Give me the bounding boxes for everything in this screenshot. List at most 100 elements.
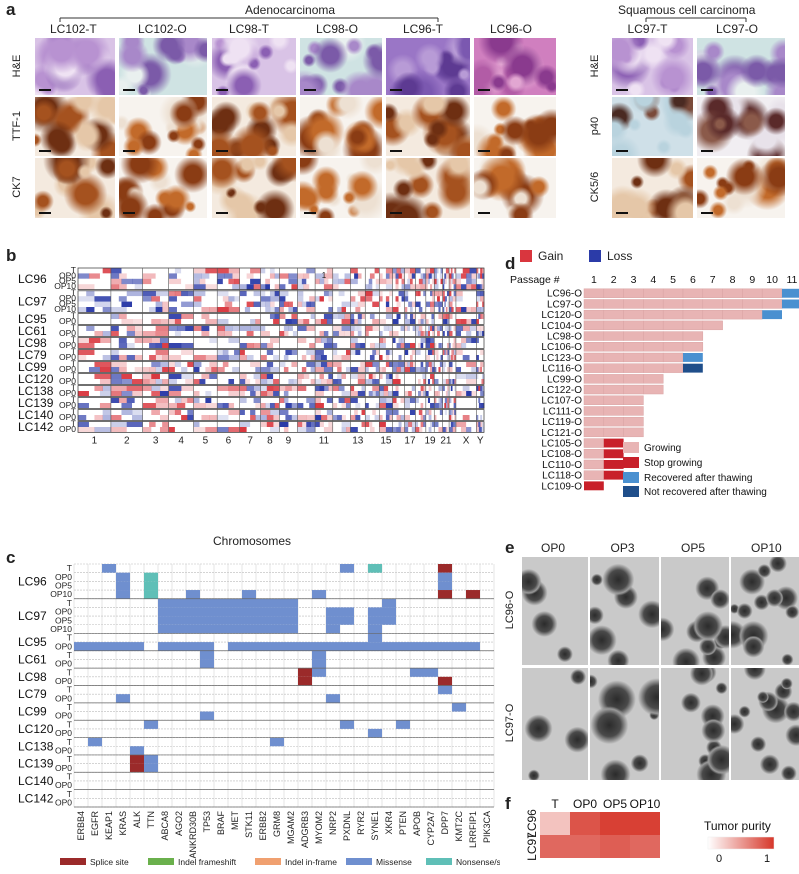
cnv-segment — [306, 421, 311, 427]
cnv-segment — [94, 415, 103, 421]
cnv-segment — [326, 355, 334, 361]
cnv-segment — [454, 385, 457, 391]
cnv-segment — [385, 273, 390, 279]
passage-bar-cell — [583, 416, 605, 427]
cnv-sample-frame — [77, 397, 485, 409]
scale-bar — [616, 212, 628, 214]
cnv-segment — [176, 273, 186, 279]
cnv-segment — [466, 391, 472, 397]
cnv-segment — [476, 373, 479, 379]
cnv-segment — [126, 427, 143, 433]
cnv-segment — [445, 273, 448, 279]
cnv-segment — [288, 421, 298, 427]
cnv-segment — [288, 273, 298, 279]
cnv-segment — [425, 367, 429, 373]
cnv-segment — [398, 290, 405, 297]
cnv-segment — [132, 373, 143, 379]
mut-sample-label: LC99 — [18, 705, 47, 719]
cnv-segment — [425, 403, 431, 409]
cnv-segment — [442, 373, 447, 379]
cnv-segment — [466, 337, 472, 343]
cnv-segment — [328, 307, 334, 313]
cnv-segment — [372, 391, 377, 397]
cnv-segment — [461, 367, 467, 373]
cnv-segment — [434, 319, 437, 325]
cnv-segment — [121, 278, 133, 285]
cnv-segment — [250, 361, 261, 367]
stain-label-squam-1: p40 — [589, 116, 601, 135]
cnv-segment — [110, 361, 128, 367]
mutation-cell — [116, 572, 130, 582]
cnv-segment — [408, 391, 413, 397]
cnv-segment — [303, 373, 310, 379]
cnv-segment — [372, 284, 377, 290]
cnv-segment — [181, 409, 188, 415]
organoid-image-lc96-o-op10 — [731, 557, 799, 665]
cnv-segment — [350, 331, 355, 337]
mutation-cell — [256, 616, 270, 625]
cnv-segment — [409, 325, 413, 331]
cnv-segment — [395, 273, 399, 279]
cnv-segment — [430, 367, 433, 373]
mutation-cell — [326, 616, 340, 625]
cnv-segment — [211, 397, 218, 403]
cnv-segment — [372, 349, 377, 355]
cnv-segment — [274, 307, 280, 313]
mutation-cell — [284, 607, 298, 617]
cnv-segment — [369, 343, 375, 349]
cnv-segment — [440, 355, 443, 361]
cnv-segment — [446, 337, 450, 343]
cnv-segment — [266, 355, 274, 361]
cnv-segment — [392, 301, 397, 307]
cnv-segment — [411, 391, 416, 397]
cnv-segment — [315, 367, 325, 373]
cnv-segment — [455, 421, 467, 427]
mutation-cell — [270, 616, 284, 625]
cnv-segment — [444, 325, 448, 331]
cnv-segment — [174, 268, 182, 274]
scale-bar — [478, 89, 490, 91]
cnv-segment — [126, 307, 143, 313]
cnv-segment — [427, 325, 431, 331]
cnv-segment — [423, 403, 427, 409]
passage-category: LC122-O — [541, 385, 582, 396]
cnv-segment — [319, 290, 325, 297]
mutation-cell — [130, 763, 144, 773]
cnv-segment — [274, 313, 280, 319]
cnv-segment — [279, 273, 289, 279]
cnv-segment — [142, 361, 152, 367]
cnv-segment — [209, 343, 218, 349]
cnv-segment — [446, 296, 450, 302]
cnv-segment — [365, 278, 370, 285]
cnv-segment — [455, 268, 464, 274]
cnv-segment — [142, 397, 156, 403]
cnv-segment — [444, 307, 447, 313]
cnv-track-label: OP0 — [59, 400, 76, 410]
cnv-segment — [350, 349, 356, 355]
cnv-segment — [99, 421, 112, 427]
cnv-segment — [234, 379, 240, 385]
mutation-cell — [144, 754, 158, 764]
cnv-segment — [126, 284, 135, 290]
cnv-segment — [408, 331, 413, 337]
cnv-segment — [246, 301, 254, 307]
passage-bar-cell — [603, 416, 624, 427]
organoid-col-op5: OP5 — [681, 541, 706, 555]
cnv-segment — [418, 331, 421, 337]
cnv-segment — [375, 284, 380, 290]
mutation-cell — [172, 624, 186, 634]
cnv-segment — [94, 284, 112, 290]
cnv-segment — [86, 415, 95, 421]
cnv-segment — [476, 367, 479, 373]
cnv-segment — [205, 403, 218, 409]
cnv-segment — [389, 361, 393, 367]
cnv-segment — [427, 349, 431, 355]
cnv-segment — [288, 307, 294, 313]
cnv-segment — [454, 421, 457, 427]
cnv-segment — [174, 361, 182, 367]
purity-col-label: OP10 — [630, 797, 661, 811]
cnv-segment — [306, 337, 316, 343]
cnv-segment — [193, 373, 202, 379]
cnv-segment — [396, 367, 401, 373]
cnv-segment — [344, 284, 351, 290]
